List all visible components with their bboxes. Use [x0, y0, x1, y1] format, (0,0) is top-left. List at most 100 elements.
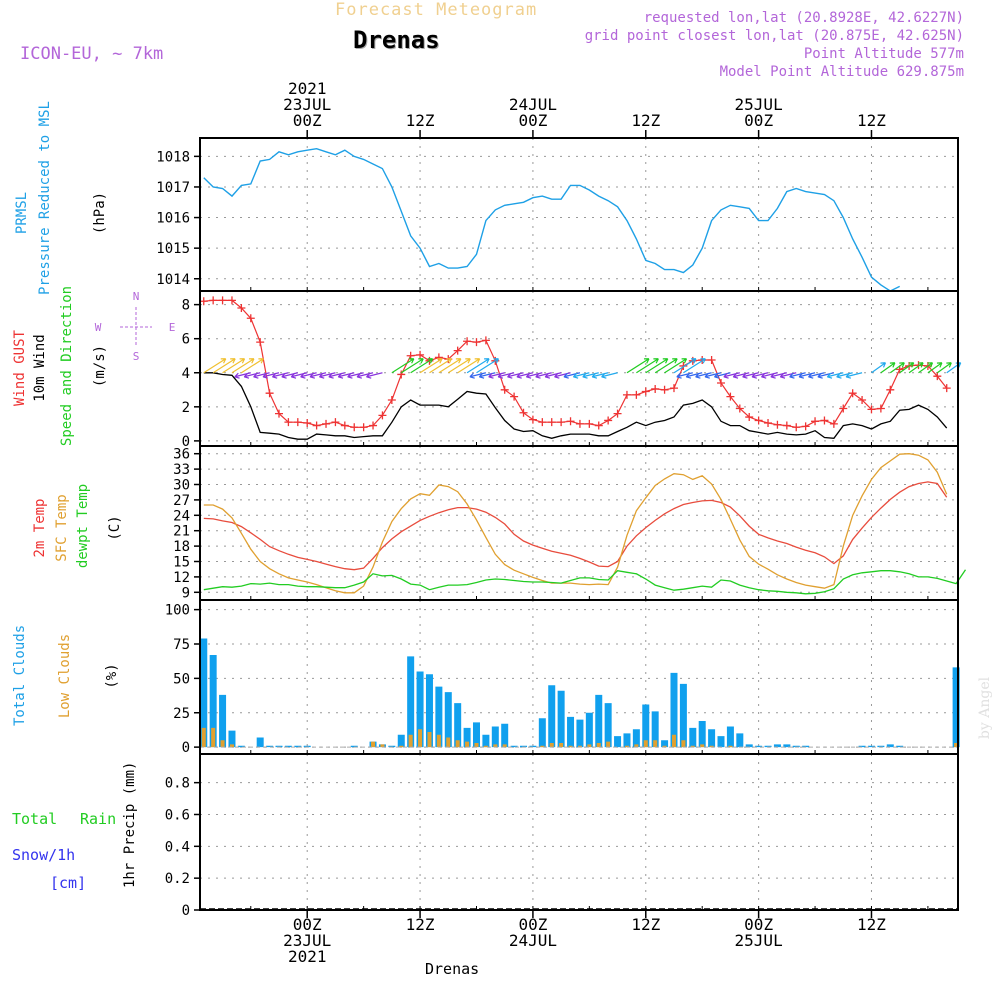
gust-marker: [811, 417, 820, 426]
total-cloud-bar: [454, 703, 462, 748]
compass-s: S: [133, 350, 140, 363]
low-cloud-bar: [634, 744, 639, 748]
bottom-time-label: 00Z: [293, 915, 322, 934]
wind-arrow: [695, 372, 712, 379]
gust-marker: [322, 419, 331, 428]
gust-marker: [510, 392, 519, 401]
y-tick-label: 0.8: [165, 776, 190, 792]
wind-arrow: [645, 358, 669, 374]
y-tick-label: 12: [173, 570, 190, 586]
y-tick-label: 1018: [156, 149, 190, 165]
low-cloud-bar: [606, 741, 611, 748]
wind-arrow: [654, 358, 678, 374]
low-cloud-bar: [483, 745, 488, 748]
bottom-location: Drenas: [425, 960, 480, 978]
total-cloud-bar: [482, 734, 490, 748]
panel-frame-pressure: [199, 137, 959, 292]
wind-arrow: [582, 372, 599, 379]
bottom-time-label: 23JUL: [283, 931, 331, 950]
wind10-line: [203, 372, 948, 440]
y-tick-label: 75: [173, 637, 190, 653]
total-cloud-bar: [783, 744, 791, 748]
low-cloud-bar: [643, 740, 648, 748]
wind-arrow: [203, 358, 227, 374]
wind-arrow: [356, 372, 374, 379]
total-cloud-bar: [219, 694, 227, 748]
gust-marker: [651, 384, 660, 393]
low-cloud-bar: [587, 744, 592, 748]
wind-arrow: [535, 372, 552, 379]
wind-arrow: [673, 358, 697, 374]
low-cloud-bar: [728, 745, 733, 748]
wind-arrow: [704, 372, 722, 379]
y-tick-label: 1014: [156, 272, 190, 288]
total-cloud-bar: [773, 744, 781, 748]
gust-marker: [369, 421, 378, 430]
panel-wind: 0 2 4 6 8 N S W E: [95, 290, 962, 450]
wind-arrow: [253, 372, 270, 379]
point-altitude: Point Altitude 577m: [803, 46, 964, 62]
total-cloud-bar: [567, 716, 575, 748]
gust-marker: [566, 417, 575, 426]
gust-marker: [801, 422, 810, 431]
wind-arrow: [770, 372, 787, 379]
low-cloud-bar: [502, 744, 507, 748]
wind-arrow: [826, 372, 844, 379]
low-cloud-bar: [201, 727, 206, 748]
gust-marker: [707, 355, 716, 364]
top-time-label: 12Z: [631, 111, 660, 130]
wind-arrow: [243, 372, 261, 379]
wind-arrow: [742, 372, 759, 379]
wind-arrow: [457, 358, 481, 374]
wind-arrow: [601, 372, 618, 379]
wind-arrow: [231, 358, 255, 374]
total-cloud-bar: [764, 745, 772, 748]
total-cloud-bar: [623, 733, 631, 748]
wind-arrow: [447, 358, 471, 374]
total-cloud-bar: [237, 745, 245, 748]
low-cloud-bar: [653, 740, 658, 748]
y-tick-label: 25: [173, 706, 190, 722]
low-cloud-bar: [465, 741, 470, 748]
total-cloud-bar: [642, 704, 650, 748]
wind-arrow: [685, 372, 703, 379]
total-cloud-bar: [896, 745, 904, 748]
wind-arrow: [664, 358, 688, 374]
gust-marker: [547, 418, 556, 427]
low-cloud-bar: [229, 744, 234, 748]
total-cloud-bar: [952, 667, 960, 748]
y-tick-label: 6: [182, 332, 190, 348]
low-cloud-bar: [211, 727, 216, 748]
gust-marker: [472, 338, 481, 347]
bottom-time-label: 00Z: [744, 915, 773, 934]
wind-arrow: [563, 372, 581, 379]
gust-marker: [538, 418, 547, 427]
low-cloud-bar: [399, 745, 404, 748]
total-cloud-bar: [614, 736, 622, 748]
y-tick-label: 9: [182, 585, 190, 601]
y-tick-label: 0.4: [165, 839, 190, 855]
low-cloud-bar: [568, 745, 573, 748]
gust-marker: [669, 384, 678, 393]
wind-arrow: [789, 372, 806, 379]
y-tick-label: 1017: [156, 180, 190, 196]
low-cloud-bar: [427, 732, 432, 748]
bottom-time-label: 12Z: [857, 915, 886, 934]
bottom-time-label: 12Z: [406, 915, 435, 934]
y-tick-label: 2: [182, 400, 190, 416]
panel-frame-wind: [199, 290, 959, 447]
wind-arrow: [466, 358, 490, 374]
pressure-line: [203, 147, 901, 292]
gust-marker: [303, 419, 312, 428]
gust-marker: [604, 416, 613, 425]
gust-marker: [839, 404, 848, 413]
top-time-label: 12Z: [857, 111, 886, 130]
wind-arrow: [366, 372, 383, 379]
wind-arrow: [488, 372, 505, 379]
precip-total-label: Total: [12, 810, 58, 828]
total-cloud-bar: [256, 737, 264, 748]
total-cloud-bar: [501, 723, 509, 748]
gust-marker: [500, 385, 509, 394]
total-cloud-bar: [416, 671, 424, 748]
low-cloud-bar: [446, 737, 451, 748]
